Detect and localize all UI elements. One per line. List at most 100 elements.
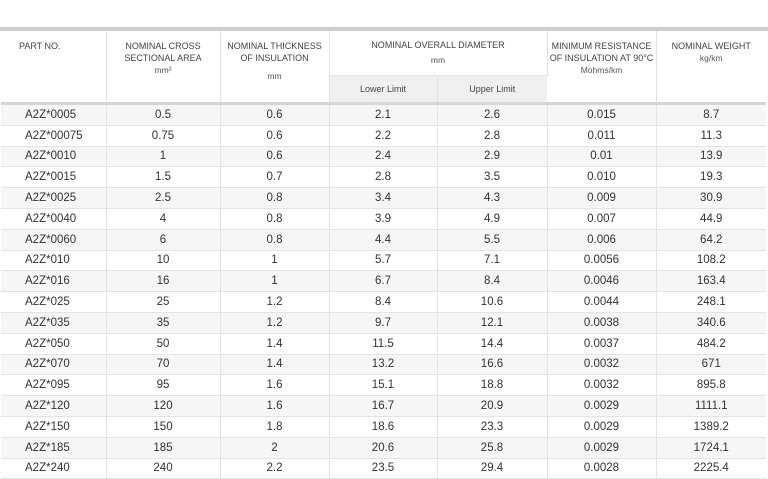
- cell-insulation-thickness: 1.4: [220, 354, 330, 376]
- cell-part-no: A2Z*050: [1, 333, 107, 355]
- cell-weight: 340.6: [656, 312, 766, 334]
- table-row: A2Z*0010 1 0.6 2.4 2.9 0.01 13.9: [1, 146, 766, 168]
- cell-weight: 8.7: [656, 105, 766, 126]
- cell-weight: 671: [656, 354, 766, 376]
- header-separator: [1, 102, 766, 105]
- cell-cross-section: 1: [106, 146, 221, 168]
- table-row: A2Z*0025 2.5 0.8 3.4 4.3 0.009 30.9: [1, 187, 766, 209]
- cell-cross-section: 2.5: [106, 187, 221, 209]
- cell-diameter-lower: 3.9: [329, 208, 438, 230]
- cell-insulation-thickness: 1.8: [220, 416, 330, 438]
- cell-insulation-thickness: 1.6: [220, 395, 330, 417]
- cell-part-no: A2Z*035: [1, 312, 107, 334]
- table-row: A2Z*070 70 1.4 13.2 16.6 0.0032 671: [1, 354, 766, 376]
- table-row: A2Z*0060 6 0.8 4.4 5.5 0.006 64.2: [1, 229, 766, 251]
- header-resistance-unit: Mohms/km: [580, 65, 623, 75]
- cell-weight: 13.9: [656, 146, 766, 168]
- cell-diameter-lower: 13.2: [329, 354, 438, 376]
- cell-insulation-thickness: 0.8: [220, 229, 330, 251]
- cell-weight: 163.4: [656, 270, 766, 293]
- header-weight-label: NOMINAL WEIGHT: [671, 41, 751, 51]
- header-cross-section: NOMINAL CROSS SECTIONAL AREA mm²: [106, 31, 221, 102]
- cell-diameter-upper: 18.8: [437, 374, 548, 397]
- table-row: A2Z*010 10 1 5.7 7.1 0.0056 108.2: [1, 250, 766, 272]
- cell-insulation-thickness: 0.6: [220, 146, 330, 168]
- cell-diameter-lower: 23.5: [329, 458, 438, 479]
- cell-diameter-upper: 7.1: [437, 250, 548, 272]
- cell-insulation-thickness: 1.2: [220, 291, 330, 313]
- cell-insulation-thickness: 0.7: [220, 166, 330, 189]
- cell-insulation-thickness: 0.6: [220, 125, 330, 147]
- cell-weight: 44.9: [656, 208, 766, 230]
- header-insulation-thickness: NOMINAL THICKNESS OF INSULATION mm: [220, 31, 330, 102]
- cell-part-no: A2Z*025: [1, 291, 107, 313]
- cell-cross-section: 0.75: [106, 125, 221, 147]
- header-lower-limit: Lower Limit: [329, 75, 438, 102]
- cell-cross-section: 50: [106, 333, 221, 355]
- cell-cross-section: 1.5: [106, 166, 221, 189]
- cell-part-no: A2Z*095: [1, 374, 107, 397]
- cell-diameter-upper: 2.9: [437, 146, 548, 168]
- cell-weight: 11.3: [656, 125, 766, 147]
- table-row: A2Z*0005 0.5 0.6 2.1 2.6 0.015 8.7: [1, 105, 766, 126]
- cell-diameter-upper: 20.9: [437, 395, 548, 417]
- cell-insulation-thickness: 0.8: [220, 187, 330, 209]
- cell-diameter-lower: 2.2: [329, 125, 438, 147]
- cell-cross-section: 70: [106, 354, 221, 376]
- header-overall-diameter: NOMINAL OVERALL DIAMETER mm: [329, 31, 548, 76]
- header-thickness-label: NOMINAL THICKNESS OF INSULATION: [227, 41, 322, 63]
- cell-insulation-thickness: 1: [220, 270, 330, 293]
- header-upper-limit: Upper Limit: [437, 75, 547, 102]
- cell-cross-section: 150: [106, 416, 221, 438]
- cell-min-resistance: 0.01: [547, 146, 657, 168]
- table-row: A2Z*0040 4 0.8 3.9 4.9 0.007 44.9: [1, 208, 766, 230]
- header-part-no: PART NO.: [1, 31, 107, 102]
- cell-part-no: A2Z*0005: [1, 105, 107, 126]
- cell-min-resistance: 0.0032: [547, 354, 657, 376]
- table-row: A2Z*095 95 1.6 15.1 18.8 0.0032 895.8: [1, 374, 766, 397]
- cell-weight: 1724.1: [656, 437, 766, 459]
- cell-min-resistance: 0.0038: [547, 312, 657, 334]
- cell-insulation-thickness: 1: [220, 250, 330, 272]
- cell-part-no: A2Z*010: [1, 250, 107, 272]
- cell-part-no: A2Z*0025: [1, 187, 107, 209]
- cell-diameter-upper: 3.5: [437, 166, 548, 189]
- cell-cross-section: 4: [106, 208, 221, 230]
- cell-min-resistance: 0.0032: [547, 374, 657, 397]
- cell-diameter-upper: 12.1: [437, 312, 548, 334]
- cell-cross-section: 120: [106, 395, 221, 417]
- cell-min-resistance: 0.0029: [547, 395, 657, 417]
- cell-cross-section: 10: [106, 250, 221, 272]
- cell-weight: 19.3: [656, 166, 766, 189]
- table-row: A2Z*00075 0.75 0.6 2.2 2.8 0.011 11.3: [1, 125, 766, 147]
- header-diameter-unit: mm: [430, 55, 446, 65]
- cell-diameter-lower: 16.7: [329, 395, 438, 417]
- cell-min-resistance: 0.0056: [547, 250, 657, 272]
- cell-weight: 64.2: [656, 229, 766, 251]
- header-cross-section-label: NOMINAL CROSS SECTIONAL AREA: [124, 41, 202, 63]
- header-min-resistance: MINIMUM RESISTANCE OF INSULATION AT 90°C…: [547, 31, 657, 102]
- table-row: A2Z*0015 1.5 0.7 2.8 3.5 0.010 19.3: [1, 166, 766, 189]
- cell-part-no: A2Z*120: [1, 395, 107, 417]
- cell-diameter-upper: 8.4: [437, 270, 548, 293]
- table-row: A2Z*240 240 2.2 23.5 29.4 0.0028 2225.4: [1, 458, 766, 479]
- header-nominal-weight: NOMINAL WEIGHT kg/km: [656, 31, 766, 102]
- cell-diameter-upper: 10.6: [437, 291, 548, 313]
- cell-cross-section: 95: [106, 374, 221, 397]
- header-thickness-unit: mm: [267, 71, 282, 81]
- table-body: A2Z*0005 0.5 0.6 2.1 2.6 0.015 8.7 A2Z*00075 0.7…: [1, 105, 766, 479]
- cell-min-resistance: 0.0029: [547, 416, 657, 438]
- cell-part-no: A2Z*016: [1, 270, 107, 293]
- cell-diameter-upper: 4.9: [437, 208, 548, 230]
- table-row: A2Z*150 150 1.8 18.6 23.3 0.0029 1389.2: [1, 416, 766, 438]
- cell-min-resistance: 0.009: [547, 187, 657, 209]
- cell-diameter-lower: 11.5: [329, 333, 438, 355]
- cell-diameter-upper: 16.6: [437, 354, 548, 376]
- cell-diameter-upper: 2.6: [437, 105, 548, 126]
- cell-diameter-lower: 2.4: [329, 146, 438, 168]
- table-row: A2Z*050 50 1.4 11.5 14.4 0.0037 484.2: [1, 333, 766, 355]
- cell-min-resistance: 0.0044: [547, 291, 657, 313]
- cell-weight: 1389.2: [656, 416, 766, 438]
- table-row: A2Z*120 120 1.6 16.7 20.9 0.0029 1111.1: [1, 395, 766, 417]
- cell-diameter-lower: 2.8: [329, 166, 438, 189]
